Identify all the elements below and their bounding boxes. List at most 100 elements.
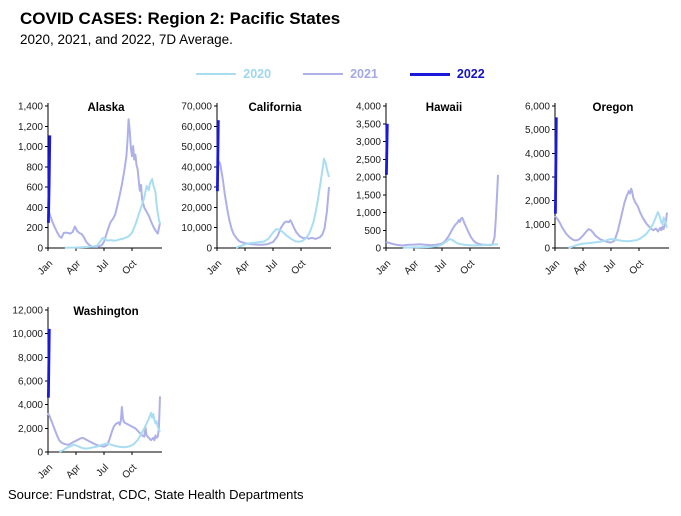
y-tick-label: 6,000: [18, 377, 43, 388]
chart-hawaii: 0 500 1,000 1,500 2,000 2,500 3,000 3,500 4,000 J…: [340, 96, 509, 288]
series-line-2020: [402, 237, 499, 249]
series-line-2020: [568, 211, 668, 249]
chart-oregon: 0 1,000 2,000 3,000 4,000 5,000 6,000 Jan Apr Jul…: [509, 96, 678, 288]
x-tick-label: Oct: [120, 258, 139, 277]
x-tick-label: Oct: [627, 258, 646, 277]
x-tick-label: Jul: [432, 258, 449, 275]
y-tick-label: 1,200: [18, 122, 43, 133]
y-tick-label: 2,000: [18, 424, 43, 435]
chart-legend: 2020 2021 2022: [0, 67, 681, 81]
chart-canvas-alaska: 0 200 400 600 800 1,000 1,200 1,400 Jan Apr Jul Oct…: [18, 102, 162, 278]
y-tick-label: 3,000: [356, 137, 381, 148]
y-tick-label: 0: [544, 244, 550, 255]
x-tick-label: Apr: [571, 258, 590, 277]
y-tick-label: 1,400: [18, 102, 43, 113]
legend-item-2020: 2020: [196, 67, 271, 81]
legend-item-2021: 2021: [303, 67, 378, 81]
y-tick-label: 2,500: [356, 155, 381, 166]
x-tick-label: Oct: [458, 258, 477, 277]
x-tick-label: Jan: [374, 258, 393, 277]
series-line-2022: [216, 120, 220, 192]
legend-line-swatch-2022: [409, 72, 450, 76]
y-tick-label: 10,000: [12, 329, 43, 340]
chart-canvas-washington: 0 2,000 4,000 6,000 8,000 10,000 12,000 Jan Apr J…: [12, 306, 162, 482]
y-tick-label: 500: [364, 226, 381, 237]
y-tick-label: 6,000: [525, 102, 550, 113]
x-tick-label: Jul: [263, 258, 280, 275]
series-line-2022: [554, 117, 558, 214]
series-line-2022: [47, 328, 51, 398]
chart-title: California: [248, 102, 302, 114]
page-title: COVID CASES: Region 2: Pacific States: [20, 9, 341, 28]
x-tick-label: Jul: [601, 258, 618, 275]
series-line-2021: [47, 118, 161, 248]
x-tick-label: Oct: [120, 462, 139, 481]
y-tick-label: 1,500: [356, 190, 381, 201]
y-tick-label: 800: [26, 162, 43, 173]
x-tick-label: Apr: [233, 258, 252, 277]
chart-title: Washington: [73, 306, 138, 318]
chart-washington: 0 2,000 4,000 6,000 8,000 10,000 12,000 Jan Apr J…: [2, 300, 171, 492]
x-tick-label: Oct: [289, 258, 308, 277]
x-tick-label: Jul: [94, 462, 111, 479]
y-tick-label: 60,000: [181, 122, 212, 133]
y-tick-label: 1,000: [525, 220, 550, 231]
y-tick-label: 0: [37, 448, 43, 459]
legend-label-2020: 2020: [243, 67, 272, 81]
y-tick-label: 5,000: [525, 125, 550, 136]
charts-grid: 0 200 400 600 800 1,000 1,200 1,400 Jan Apr Jul Oct…: [2, 96, 678, 492]
chart-title: Oregon: [593, 102, 634, 114]
y-tick-label: 3,500: [356, 119, 381, 130]
chart-title: Alaska: [87, 102, 125, 114]
x-tick-label: Jan: [205, 258, 224, 277]
y-tick-label: 400: [26, 203, 43, 214]
series-line-2022: [47, 135, 52, 223]
chart-california: 0 10,000 20,000 30,000 40,000 50,000 60,000 70,…: [171, 96, 340, 288]
y-tick-label: 2,000: [356, 173, 381, 184]
y-tick-label: 8,000: [18, 353, 43, 364]
y-tick-label: 0: [206, 244, 212, 255]
series-line-2021: [47, 396, 161, 448]
y-tick-label: 2,000: [525, 196, 550, 207]
y-tick-label: 1,000: [18, 142, 43, 153]
source-note: Source: Fundstrat, CDC, State Health Dep…: [8, 487, 304, 502]
series-line-2021: [554, 187, 668, 244]
y-tick-label: 10,000: [181, 223, 212, 234]
series-line-2020: [64, 178, 161, 249]
legend-item-2022: 2022: [409, 67, 485, 81]
x-tick-label: Jul: [94, 258, 111, 275]
y-tick-label: 0: [37, 244, 43, 255]
chart-canvas-california: 0 10,000 20,000 30,000 40,000 50,000 60,000 70,…: [181, 102, 331, 278]
y-tick-label: 20,000: [181, 203, 212, 214]
y-tick-label: 12,000: [12, 306, 43, 317]
chart-title: Hawaii: [426, 102, 462, 114]
series-line-2021: [216, 160, 330, 246]
chart-canvas-oregon: 0 1,000 2,000 3,000 4,000 5,000 6,000 Jan Apr Jul…: [525, 102, 669, 278]
y-tick-label: 200: [26, 223, 43, 234]
x-tick-label: Apr: [64, 258, 83, 277]
page-subtitle: 2020, 2021, and 2022, 7D Average.: [20, 32, 233, 48]
x-tick-label: Jan: [543, 258, 562, 277]
series-line-2021: [385, 174, 499, 247]
legend-label-2021: 2021: [350, 67, 378, 81]
x-tick-label: Apr: [64, 462, 83, 481]
x-tick-label: Jan: [36, 462, 55, 481]
y-tick-label: 0: [375, 244, 381, 255]
y-tick-label: 1,000: [356, 208, 381, 219]
chart-alaska: 0 200 400 600 800 1,000 1,200 1,400 Jan Apr Jul Oct…: [2, 96, 171, 288]
y-tick-label: 4,000: [525, 149, 550, 160]
series-line-2020: [235, 157, 330, 249]
y-tick-label: 50,000: [181, 142, 212, 153]
y-tick-label: 600: [26, 183, 43, 194]
report-header: COVID CASES: Region 2: Pacific States 20…: [20, 8, 340, 47]
x-tick-label: Apr: [402, 258, 421, 277]
y-tick-label: 3,000: [525, 173, 550, 184]
legend-line-swatch-2020: [196, 73, 237, 75]
y-tick-label: 70,000: [181, 102, 212, 113]
x-tick-label: Jan: [36, 258, 55, 277]
y-tick-label: 40,000: [181, 162, 212, 173]
chart-canvas-hawaii: 0 500 1,000 1,500 2,000 2,500 3,000 3,500 4,000 J…: [356, 102, 500, 278]
y-tick-label: 4,000: [356, 102, 381, 113]
series-line-2020: [58, 411, 161, 453]
